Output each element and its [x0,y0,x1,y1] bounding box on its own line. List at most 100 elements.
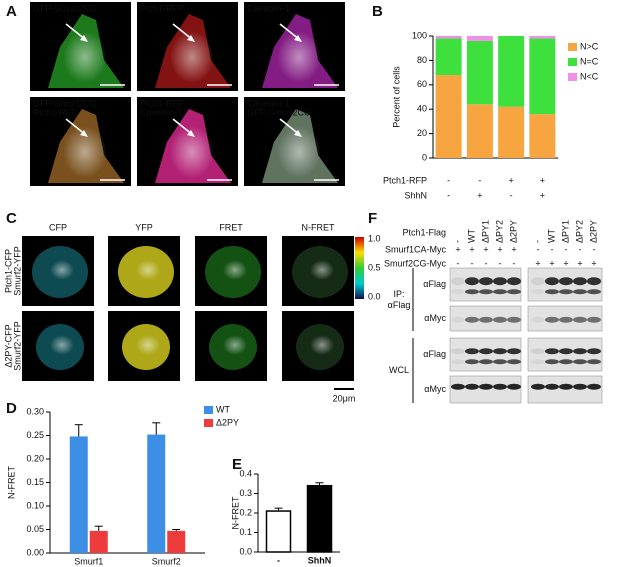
blot-band [573,316,587,323]
y-tick-label: 40 [417,104,427,114]
blot-band [479,359,493,365]
cell-glow [136,335,160,355]
x-tick-label: Smurf2 [152,556,181,566]
column-label: YFP [135,222,153,232]
x-tick-label: Smurf1 [74,556,103,566]
blot-band [531,277,545,286]
blot-band [559,277,573,286]
bar-segment [466,36,493,41]
blot-band [545,383,559,390]
column-label: N-FRET [302,222,335,232]
blot-label: αFlag [423,349,446,359]
blot-band [493,289,507,295]
blot-band [559,348,573,355]
blot-band [493,348,507,355]
blot-band [545,316,559,323]
image-label: Caveolin-1 [247,3,290,13]
cell-glow [50,260,74,280]
bar-segment [498,106,525,158]
y-tick-label: 100 [412,30,427,40]
bar [265,510,292,553]
lane-label: - [452,240,462,243]
panel-label: F [368,210,377,227]
bar [89,530,108,553]
construct-mark: - [457,258,460,268]
construct-mark: + [511,244,516,254]
legend-swatch [568,43,577,51]
blot-band [479,316,493,323]
blot-band [451,277,465,286]
blot-band [573,383,587,390]
scale-bar-label: 20μm [333,393,356,403]
construct-mark: - [579,244,582,254]
condition-mark: + [477,190,482,200]
blot-band [531,289,545,295]
legend-label: Δ2PY [216,417,239,427]
blot-band [507,383,521,390]
condition-mark: - [510,190,513,200]
y-axis-label: Percent of cells [391,66,401,128]
y-tick-label: 0.15 [26,477,44,487]
blot-band [587,316,601,323]
construct-label: Smurf1CA-Myc [385,244,447,254]
construct-mark: + [563,258,568,268]
lane-label: Δ2PY [508,220,518,243]
condition-mark: - [447,175,450,185]
condition-mark: - [447,190,450,200]
blot-band [559,383,573,390]
row-label: Δ2PY-CFP [3,324,13,367]
cell-glow [170,126,214,178]
y-tick-label: 0.00 [26,547,44,557]
blot-band [507,316,521,323]
lane-label: ΔPY2 [574,220,584,243]
legend-label: WT [216,404,230,414]
y-tick-label: 0.4 [239,468,252,478]
y-tick-label: 0.30 [26,406,44,416]
arrow-head [294,35,302,42]
panel-label: D [6,400,17,417]
construct-mark: - [537,244,540,254]
blot [449,337,522,372]
y-tick-label: 0.0 [239,546,252,556]
image-label: Ptch1-RFP [140,98,184,108]
group-label: IP: [393,289,404,299]
condition-mark: + [540,190,545,200]
construct-mark: + [483,244,488,254]
blot-band [573,359,587,365]
blot-band [573,277,587,286]
y-tick-label: 0.2 [239,507,252,517]
lane-label: - [532,240,542,243]
image-label: Ptch1-RFP [140,3,184,13]
colorbar-label: 0.5 [368,262,381,272]
blot-band [465,316,479,323]
cell-glow [170,31,214,83]
blot-band [587,289,601,295]
image-label: GFP-Smurf2CG [33,98,97,108]
y-tick-label: 0.05 [26,524,44,534]
condition-label: ShhN [404,190,427,200]
x-tick-label: - [277,555,280,565]
blot-band [451,359,465,365]
row-label: Ptch1-CFP [3,249,13,293]
construct-mark: + [591,258,596,268]
image-label: Ptch1-RFP [33,107,77,117]
blot-band [451,348,465,355]
legend-label: N>C [580,41,599,51]
blot-band [559,289,573,295]
condition-label: Ptch1-RFP [383,175,427,185]
bar [147,434,166,553]
blot-band [479,383,493,390]
lane-label: WT [546,229,556,243]
colorbar [355,237,364,299]
construct-mark: + [535,258,540,268]
y-tick-label: 80 [417,55,427,65]
y-tick-label: 0.20 [26,453,44,463]
image-label: GFP-Smurf2CG [33,3,97,13]
blot-band [559,316,573,323]
image-label: GFP-Smurf2CG [247,107,311,117]
arrow-head [187,130,195,137]
group-label: WCL [389,365,409,375]
y-axis-label: N-FRET [230,496,240,529]
x-tick-label: ShhN [308,555,332,565]
